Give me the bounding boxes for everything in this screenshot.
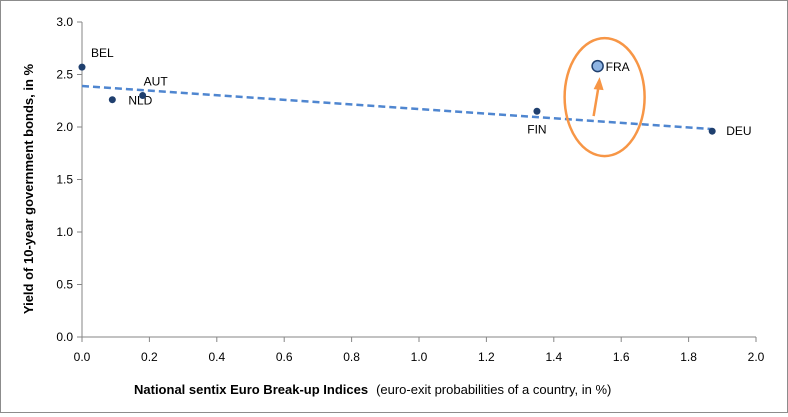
point-fin bbox=[533, 107, 541, 115]
points-group: BEL NLD AUT FIN FRA DEU bbox=[78, 46, 752, 138]
annotation-arrow-head bbox=[593, 77, 604, 91]
x-tick-label: 0.4 bbox=[208, 350, 225, 364]
annotation-group bbox=[563, 36, 646, 158]
x-axis-label-main: National sentix Euro Break-up Indices bbox=[134, 382, 368, 397]
y-tick-label: 0.0 bbox=[56, 330, 73, 344]
point-fra bbox=[591, 59, 604, 73]
point-nld-label: NLD bbox=[128, 94, 152, 108]
x-tick-label: 2.0 bbox=[748, 350, 765, 364]
annotation-arrow-shaft bbox=[592, 85, 600, 117]
y-tick-label: 0.5 bbox=[56, 278, 73, 292]
point-aut bbox=[139, 92, 147, 99]
x-tick-label: 0.6 bbox=[276, 350, 293, 364]
x-tick-label: 0.2 bbox=[141, 350, 158, 364]
point-fra-label: FRA bbox=[606, 60, 630, 74]
x-tick-label: 0.0 bbox=[74, 350, 91, 364]
x-tick-label: 1.0 bbox=[411, 350, 428, 364]
x-tick-label: 1.4 bbox=[545, 350, 562, 364]
y-tick-label: 2.5 bbox=[56, 68, 73, 82]
point-bel bbox=[78, 63, 86, 71]
y-tick-label: 1.0 bbox=[56, 225, 73, 239]
trendline bbox=[81, 84, 713, 131]
x-tick-label: 1.8 bbox=[680, 350, 697, 364]
point-deu-label: DEU bbox=[726, 124, 751, 138]
y-axis-label: Yield of 10-year government bonds, in % bbox=[21, 63, 36, 314]
highlight-ellipse bbox=[563, 36, 646, 158]
trendline-group bbox=[81, 84, 713, 131]
x-tick-label: 0.8 bbox=[343, 350, 360, 364]
x-axis-label-note: (euro-exit probabilities of a country, i… bbox=[376, 382, 611, 397]
point-bel-label: BEL bbox=[91, 46, 114, 60]
axes: 0.0 0.5 1.0 1.5 2.0 2.5 3.0 0.0 0.2 0.4 0.6 0.8 1.0 1… bbox=[56, 15, 764, 364]
point-aut-label: AUT bbox=[144, 75, 169, 89]
y-tick-label: 2.0 bbox=[56, 120, 73, 134]
y-tick-label: 3.0 bbox=[56, 15, 73, 29]
point-deu bbox=[708, 127, 716, 135]
point-nld bbox=[108, 96, 116, 104]
point-fin-label: FIN bbox=[527, 122, 546, 136]
x-tick-label: 1.2 bbox=[478, 350, 495, 364]
y-tick-label: 1.5 bbox=[56, 173, 73, 187]
x-axis-label: National sentix Euro Break-up Indices (eu… bbox=[134, 382, 611, 397]
x-tick-label: 1.6 bbox=[613, 350, 630, 364]
